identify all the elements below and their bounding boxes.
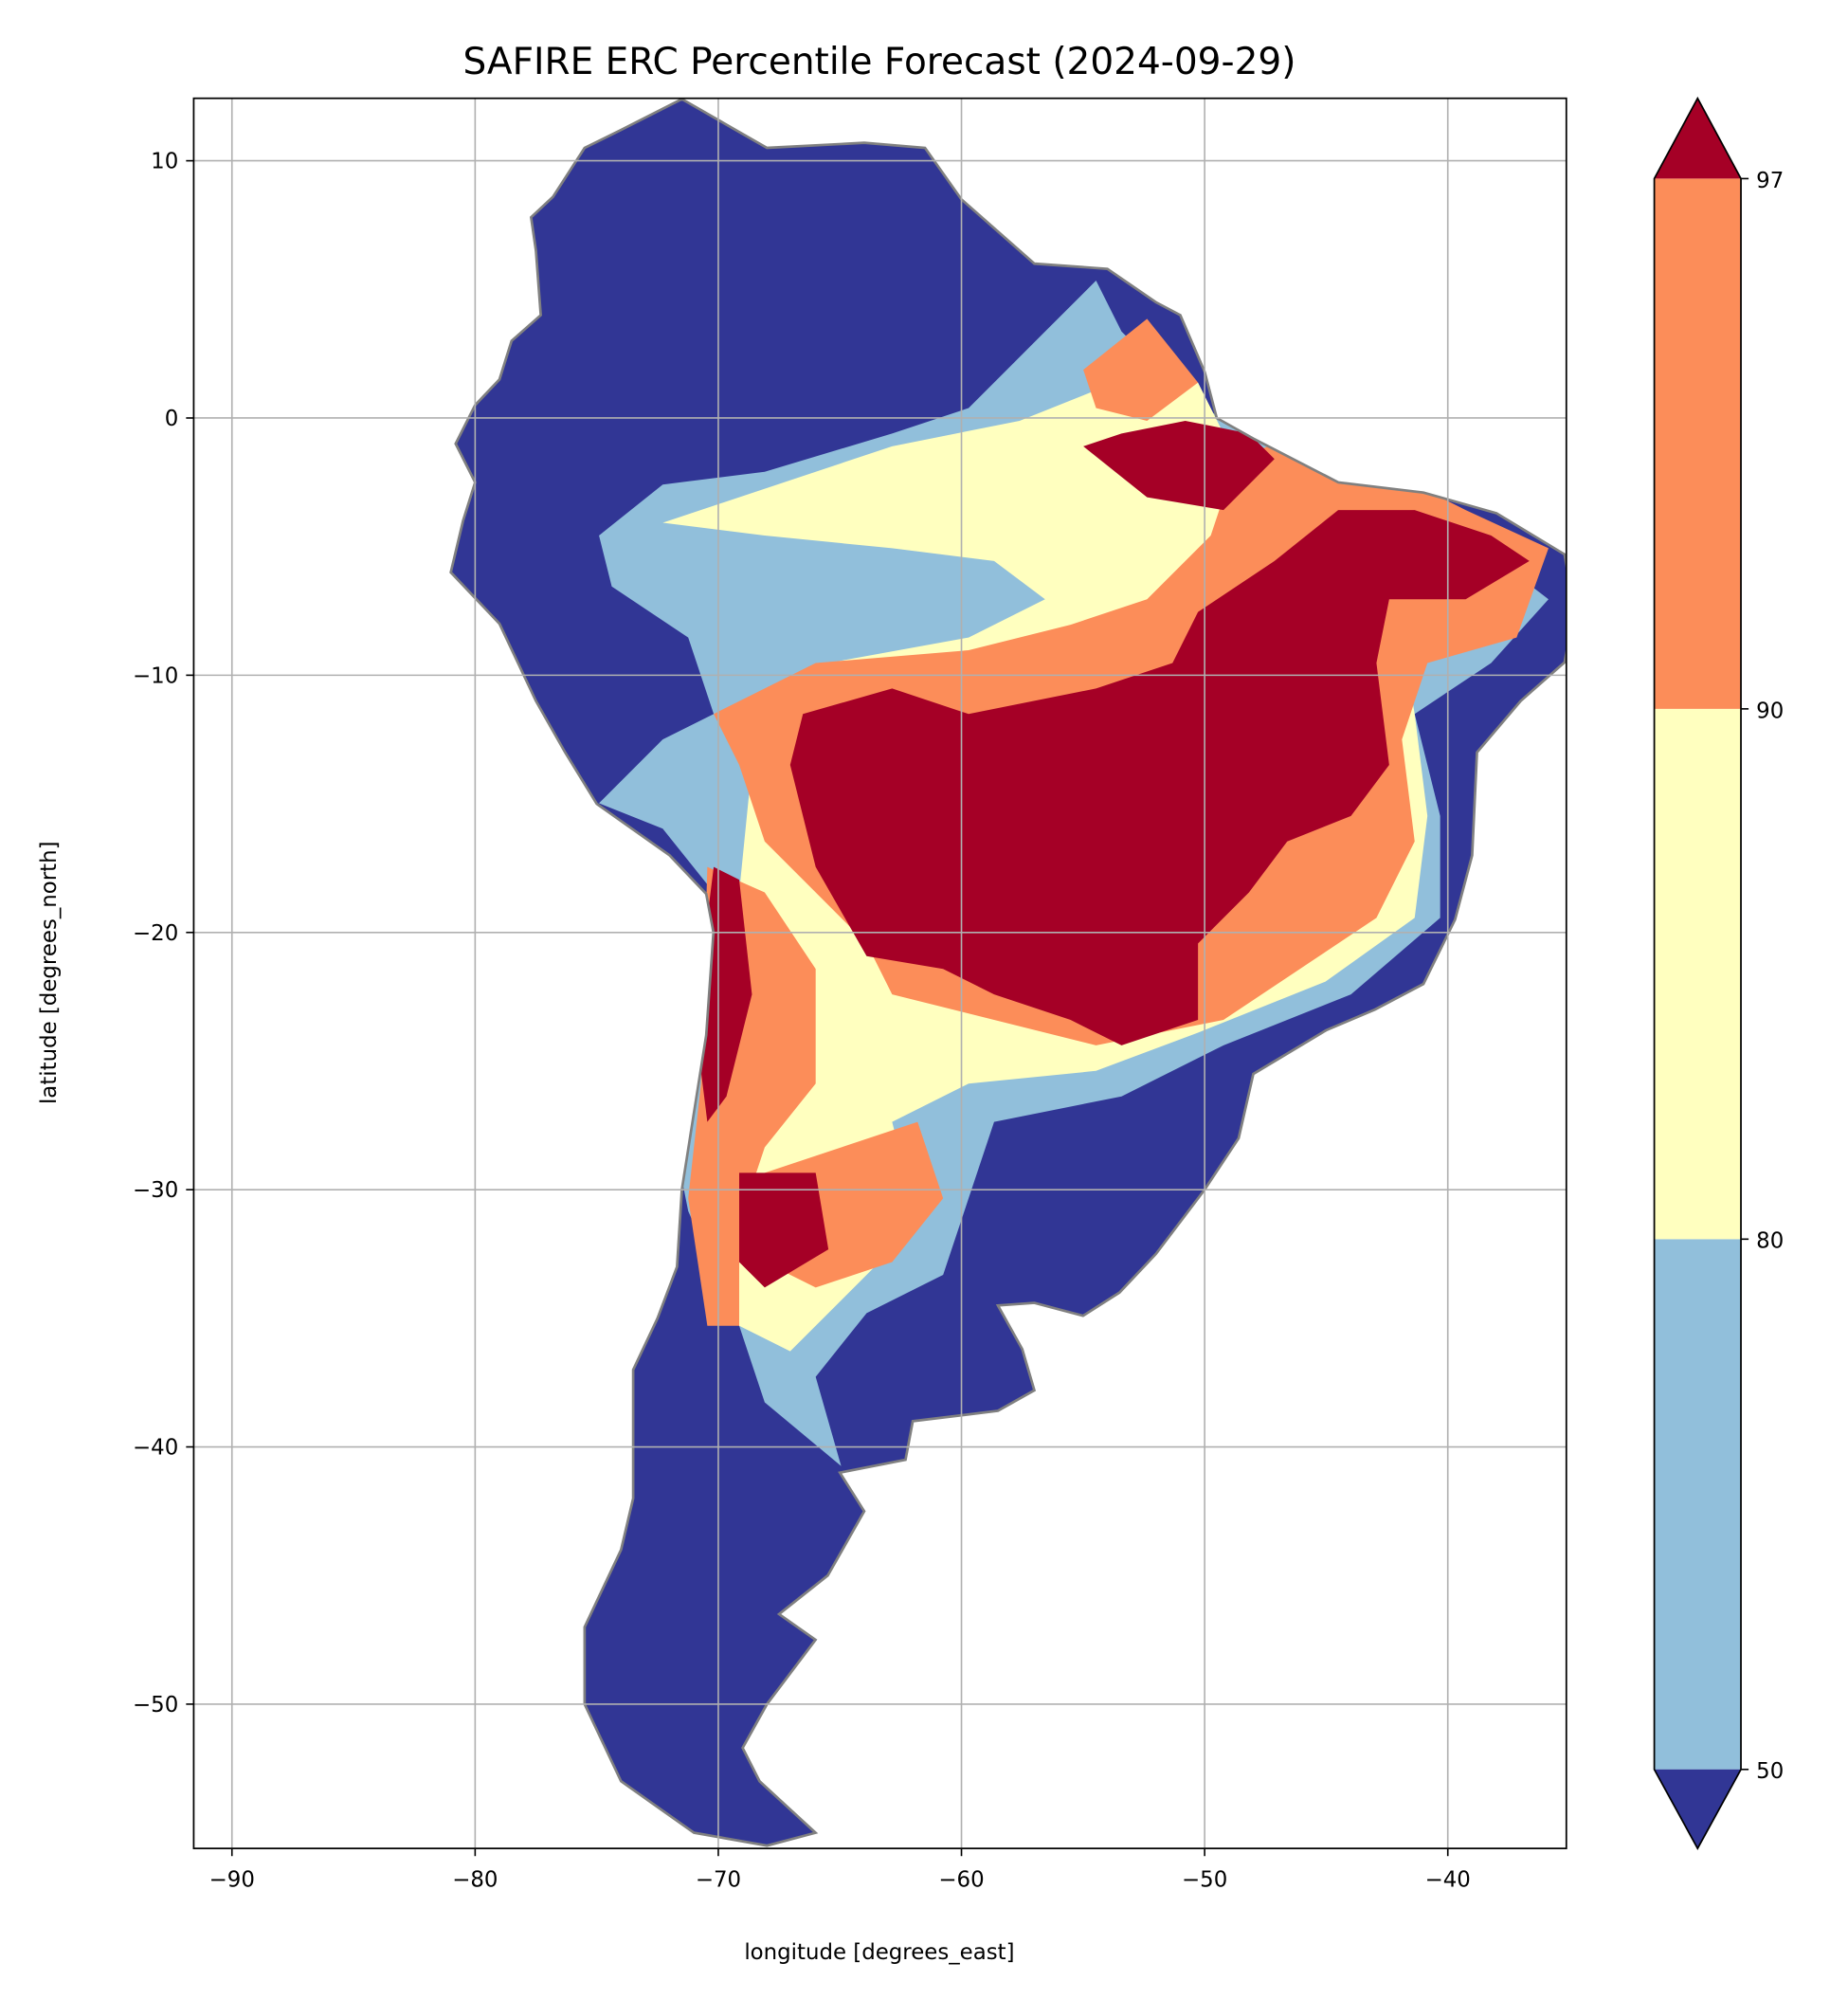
y-tick-label: −30: [133, 1178, 178, 1203]
x-tick-label: −60: [938, 1868, 984, 1893]
region-above-97: [789, 510, 1530, 1045]
category-regions: [599, 281, 1549, 1466]
colorbar-tick-label: 50: [1756, 1759, 1784, 1784]
colorbar-segment: [1654, 1239, 1742, 1770]
region-above-97: [739, 1172, 829, 1288]
y-axis-label: latitude [degrees_north]: [37, 841, 62, 1104]
colorbar-segment: [1654, 178, 1742, 709]
y-tick-label: −10: [133, 663, 178, 688]
colorbar-extend-top: [1654, 98, 1742, 179]
region-90-97: [1083, 318, 1199, 421]
x-tick-label: −90: [209, 1868, 255, 1893]
colorbar-tick-label: 80: [1756, 1229, 1784, 1254]
x-axis-ticks: −90 −80 −70 −60 −50 −40: [209, 1848, 1471, 1893]
map-area: [449, 98, 1567, 1847]
x-tick-label: −40: [1425, 1868, 1471, 1893]
region-above-97: [1083, 420, 1275, 511]
y-tick-label: 10: [151, 150, 178, 174]
y-tick-label: 0: [165, 407, 179, 431]
chart-title: SAFIRE ERC Percentile Forecast (2024-09-…: [462, 41, 1295, 83]
colorbar-tick-label: 97: [1756, 169, 1784, 193]
x-axis-label: longitude [degrees_east]: [744, 1940, 1014, 1965]
gridlines: [193, 98, 1567, 1849]
axes-frame: [192, 97, 1567, 1850]
x-tick-label: −50: [1182, 1868, 1227, 1893]
colorbar-extend-bottom: [1654, 1769, 1742, 1849]
colorbar-tick-label: 90: [1756, 699, 1784, 723]
colorbar-segment: [1654, 708, 1742, 1240]
y-tick-label: −20: [133, 921, 178, 946]
y-axis-ticks: 10 0 −10 −20 −30 −40 −50: [133, 150, 194, 1717]
y-tick-label: −40: [133, 1436, 178, 1461]
colorbar: 50 80 90 97: [1653, 96, 1784, 1850]
y-tick-label: −50: [133, 1693, 178, 1717]
x-tick-label: −70: [696, 1868, 741, 1893]
x-tick-label: −80: [452, 1868, 498, 1893]
